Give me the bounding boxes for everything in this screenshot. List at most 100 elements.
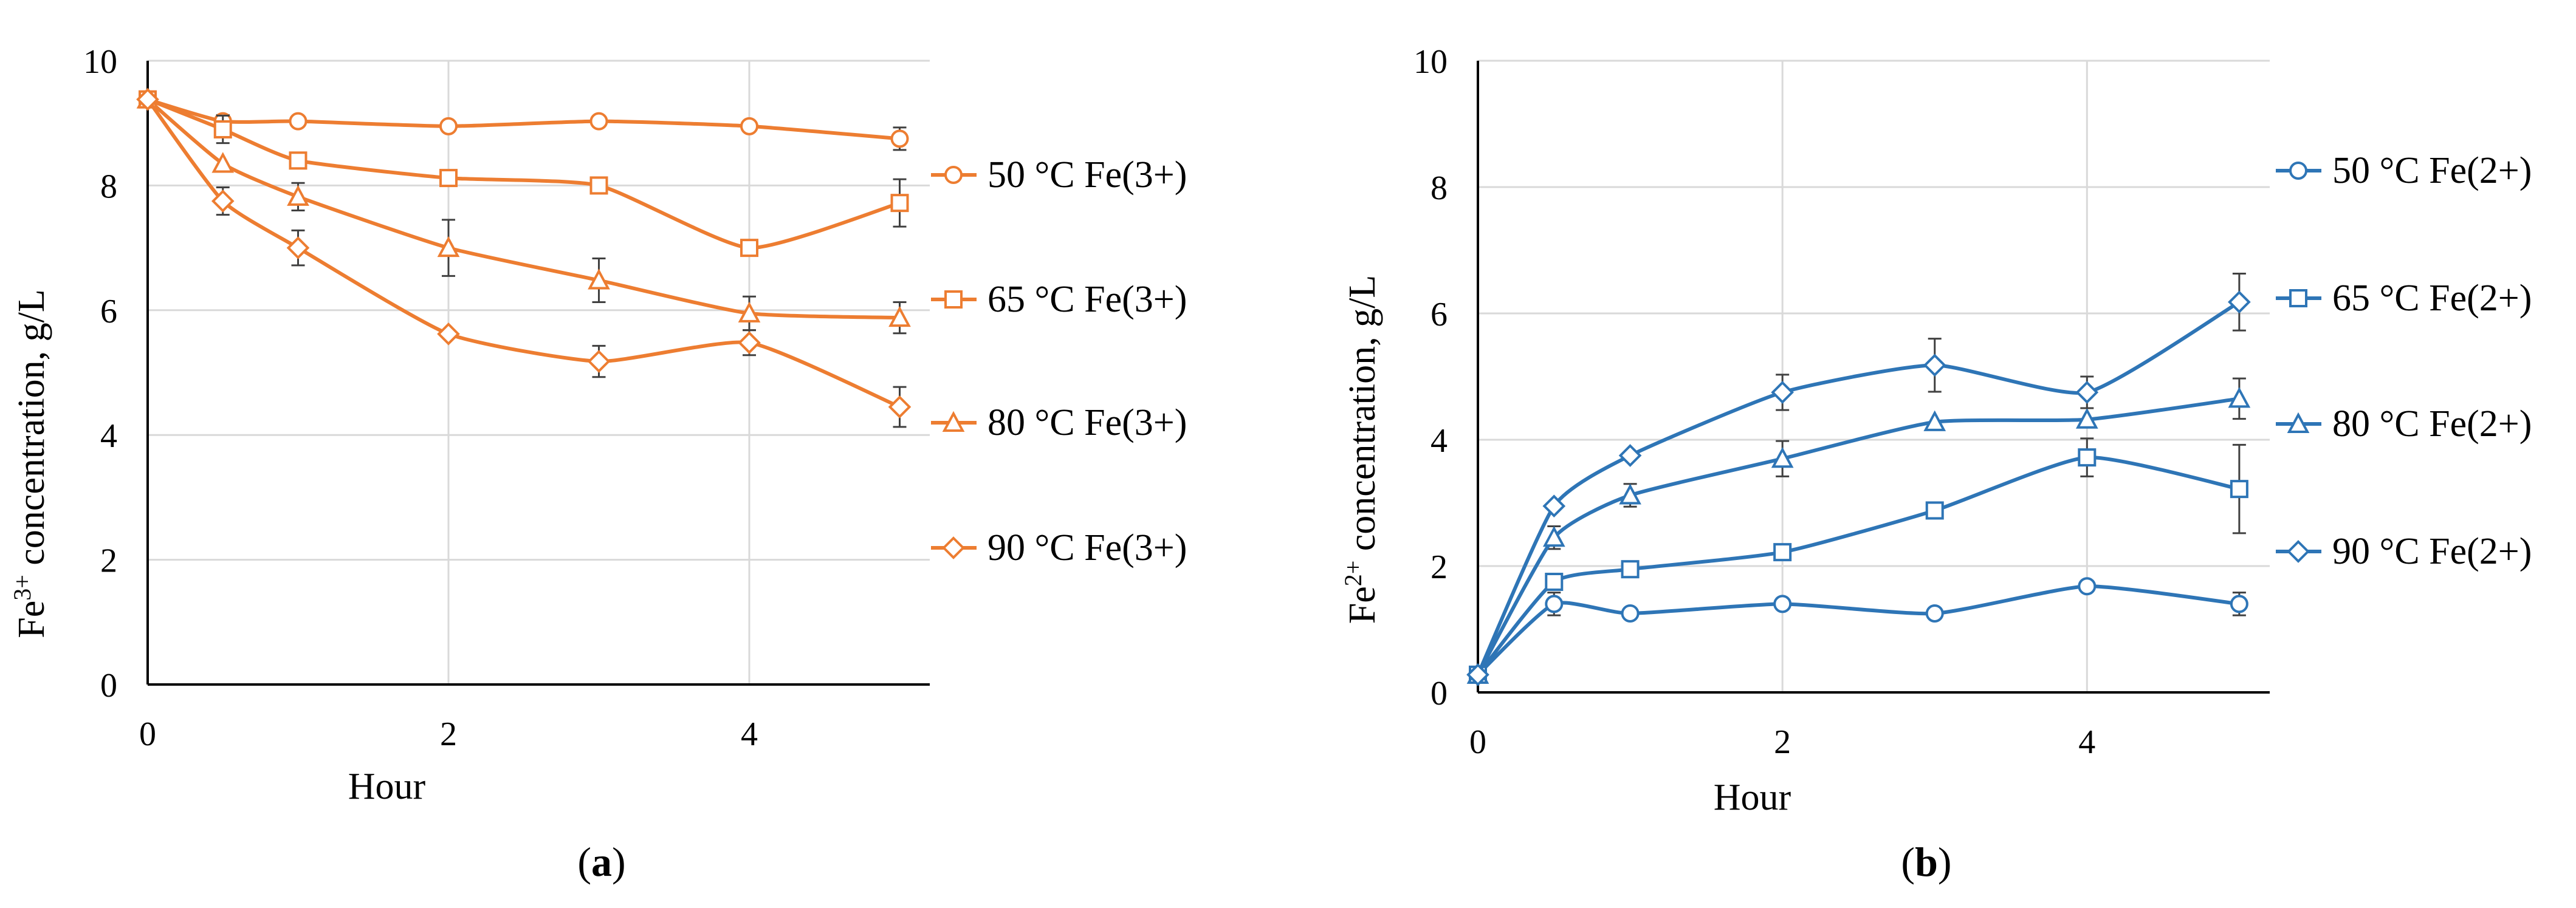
legend-marker-diamond [944, 538, 963, 558]
data-point-circle [2231, 596, 2247, 612]
figure-svg: 02468100 2 4HourFe3+ concentration, g/L50 … [0, 0, 2576, 905]
data-point-circle [441, 118, 456, 134]
data-point-square [2231, 481, 2247, 497]
data-point-square [591, 177, 607, 193]
data-point-diamond [289, 238, 308, 258]
data-point-diamond [1773, 383, 1792, 402]
data-point-square [1546, 574, 1562, 590]
y-tick-label: 8 [1431, 169, 1448, 207]
data-point-diamond [2077, 383, 2097, 402]
data-point-circle [290, 114, 306, 129]
data-point-square [1623, 561, 1638, 577]
panel-label-close: ) [1938, 839, 1952, 885]
y-tick-label: 4 [1431, 422, 1448, 460]
x-tick-label: 2 [440, 715, 457, 753]
data-point-diamond [1621, 446, 1640, 465]
legend-label: 90 °C Fe(3+) [987, 527, 1187, 568]
data-point-square [2079, 449, 2095, 465]
legend-entry-1: 50 °C Fe(2+) [2276, 150, 2532, 191]
legend-entry-4: 90 °C Fe(3+) [931, 527, 1187, 568]
data-point-diamond [740, 333, 759, 352]
y-axis-title: Fe2+ concentration, g/L [1339, 275, 1384, 624]
data-point-circle [892, 131, 908, 146]
y-tick-label: 0 [100, 667, 117, 705]
data-point-circle [1623, 606, 1638, 621]
legend-label: 50 °C Fe(2+) [2332, 150, 2532, 191]
data-point-diamond [589, 352, 609, 371]
legend-marker-square [946, 292, 961, 307]
x-tick-label: 0 [139, 715, 156, 753]
legend-marker-diamond [2289, 542, 2308, 561]
data-point-diamond [2230, 292, 2249, 312]
x-tick-label: 2 [1774, 723, 1791, 761]
legend-entry-2: 65 °C Fe(3+) [931, 279, 1187, 320]
legend-label: 65 °C Fe(2+) [2332, 278, 2532, 319]
panel-label-open: ( [1901, 839, 1915, 885]
y-axis-title-rest: concentration, g/L [1342, 275, 1383, 561]
figure: 0 2 4 6 8 10 0 2 4 Hour Fe3+ concentration, g/L 50 … [0, 0, 2576, 905]
y-tick-label: 6 [100, 293, 117, 330]
series-3 [1469, 378, 2248, 683]
y-axis-title-sup: 2+ [1339, 561, 1367, 587]
y-tick-label: 2 [1431, 548, 1448, 586]
y-tick-label: 8 [100, 168, 117, 205]
series-2 [140, 92, 908, 256]
x-tick-label: 0 [1469, 723, 1486, 761]
data-point-square [1927, 502, 1943, 518]
series-line [148, 100, 900, 139]
y-axis-title-main: Fe [11, 601, 52, 638]
chart-panel-a: 0 2 4 6 8 10 0 2 4 Hour Fe3+ concentration, g/L 50 … [9, 43, 1187, 885]
y-tick-label: 2 [100, 542, 117, 580]
series-2 [1470, 439, 2247, 683]
data-point-square [215, 121, 231, 137]
series-line [1478, 302, 2239, 675]
legend-marker-circle [946, 167, 961, 183]
series-1 [1470, 578, 2247, 683]
legend-label: 90 °C Fe(2+) [2332, 531, 2532, 572]
legend-marker-circle [2290, 163, 2306, 179]
y-axis-title-sup: 3+ [9, 575, 36, 601]
series-4 [138, 90, 910, 427]
series-1 [140, 92, 908, 150]
legend-marker-square [2290, 290, 2306, 306]
y-tick-label: 6 [1431, 296, 1448, 333]
legend-label: 50 °C Fe(3+) [987, 154, 1187, 196]
data-point-square [290, 152, 306, 168]
series-3 [139, 90, 909, 333]
panel-label-open: ( [577, 839, 591, 885]
series-line [148, 100, 900, 318]
data-point-circle [1774, 596, 1790, 612]
y-tick-label: 10 [1413, 43, 1448, 81]
data-point-square [892, 195, 908, 211]
y-axis-title: Fe3+ concentration, g/L [9, 289, 53, 638]
y-axis-title-main: Fe [1342, 586, 1383, 624]
data-point-circle [2079, 578, 2095, 594]
legend-entry-3: 80 °C Fe(2+) [2276, 403, 2532, 445]
legend-label: 80 °C Fe(2+) [2332, 403, 2532, 445]
legend-label: 65 °C Fe(3+) [987, 279, 1187, 320]
y-axis-title-rest: concentration, g/L [11, 289, 52, 575]
data-point-circle [741, 118, 757, 134]
data-point-circle [591, 114, 607, 129]
panel-label-close: ) [612, 839, 626, 885]
panel-label: (a) [577, 839, 625, 885]
x-axis-title: Hour [1714, 777, 1791, 818]
panel-label: (b) [1901, 839, 1951, 885]
x-tick-label: 4 [2078, 723, 2095, 761]
data-point-square [441, 170, 456, 186]
legend-entry-2: 65 °C Fe(2+) [2276, 278, 2532, 319]
panel-label-letter: b [1915, 839, 1938, 885]
y-tick-label: 0 [1431, 675, 1448, 712]
data-point-square [741, 240, 757, 256]
x-axis-title: Hour [348, 766, 426, 807]
panel-label-letter: a [591, 839, 612, 885]
y-tick-label: 10 [83, 43, 117, 81]
y-tick-label: 4 [100, 417, 117, 455]
data-point-square [1774, 544, 1790, 560]
x-tick-label: 4 [741, 715, 758, 753]
legend-entry-1: 50 °C Fe(3+) [931, 154, 1187, 196]
legend-label: 80 °C Fe(3+) [987, 402, 1187, 443]
series-line [1478, 586, 2239, 675]
data-point-diamond [439, 324, 458, 344]
data-point-circle [1927, 606, 1943, 621]
